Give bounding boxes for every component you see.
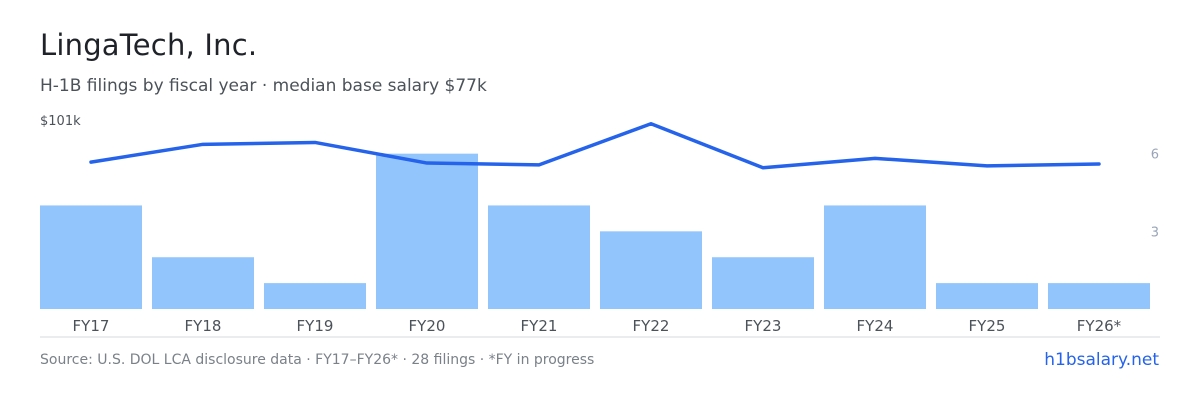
x-tick-label: FY25 <box>969 317 1006 335</box>
brand-link[interactable]: h1bsalary.net <box>1044 350 1159 370</box>
bar <box>600 231 702 309</box>
x-tick-label: FY21 <box>521 317 558 335</box>
x-tick-label: FY17 <box>73 317 110 335</box>
x-tick-label: FY20 <box>409 317 446 335</box>
x-tick-label: FY24 <box>857 317 894 335</box>
bar <box>488 205 590 309</box>
bar <box>712 257 814 309</box>
x-tick-label: FY26* <box>1077 317 1122 335</box>
bar <box>264 283 366 309</box>
salary-line <box>89 121 1101 170</box>
bar <box>936 283 1038 309</box>
left-axis-tick-label: $101k <box>40 114 81 129</box>
x-tick-label: FY18 <box>185 317 222 335</box>
right-axis-tick-label: 6 <box>1151 148 1159 163</box>
chart-subtitle: H-1B filings by fiscal year · median bas… <box>40 76 487 96</box>
x-tick-label: FY23 <box>745 317 782 335</box>
bar <box>152 257 254 309</box>
bar <box>1048 283 1150 309</box>
x-tick-label: FY22 <box>633 317 670 335</box>
chart-title: LingaTech, Inc. <box>40 28 258 62</box>
right-axis-tick-label: 3 <box>1151 225 1159 240</box>
bar <box>40 205 142 309</box>
x-tick-label: FY19 <box>297 317 334 335</box>
bar <box>376 153 478 309</box>
source-note: Source: U.S. DOL LCA disclosure data · F… <box>40 352 595 368</box>
bar <box>824 205 926 309</box>
